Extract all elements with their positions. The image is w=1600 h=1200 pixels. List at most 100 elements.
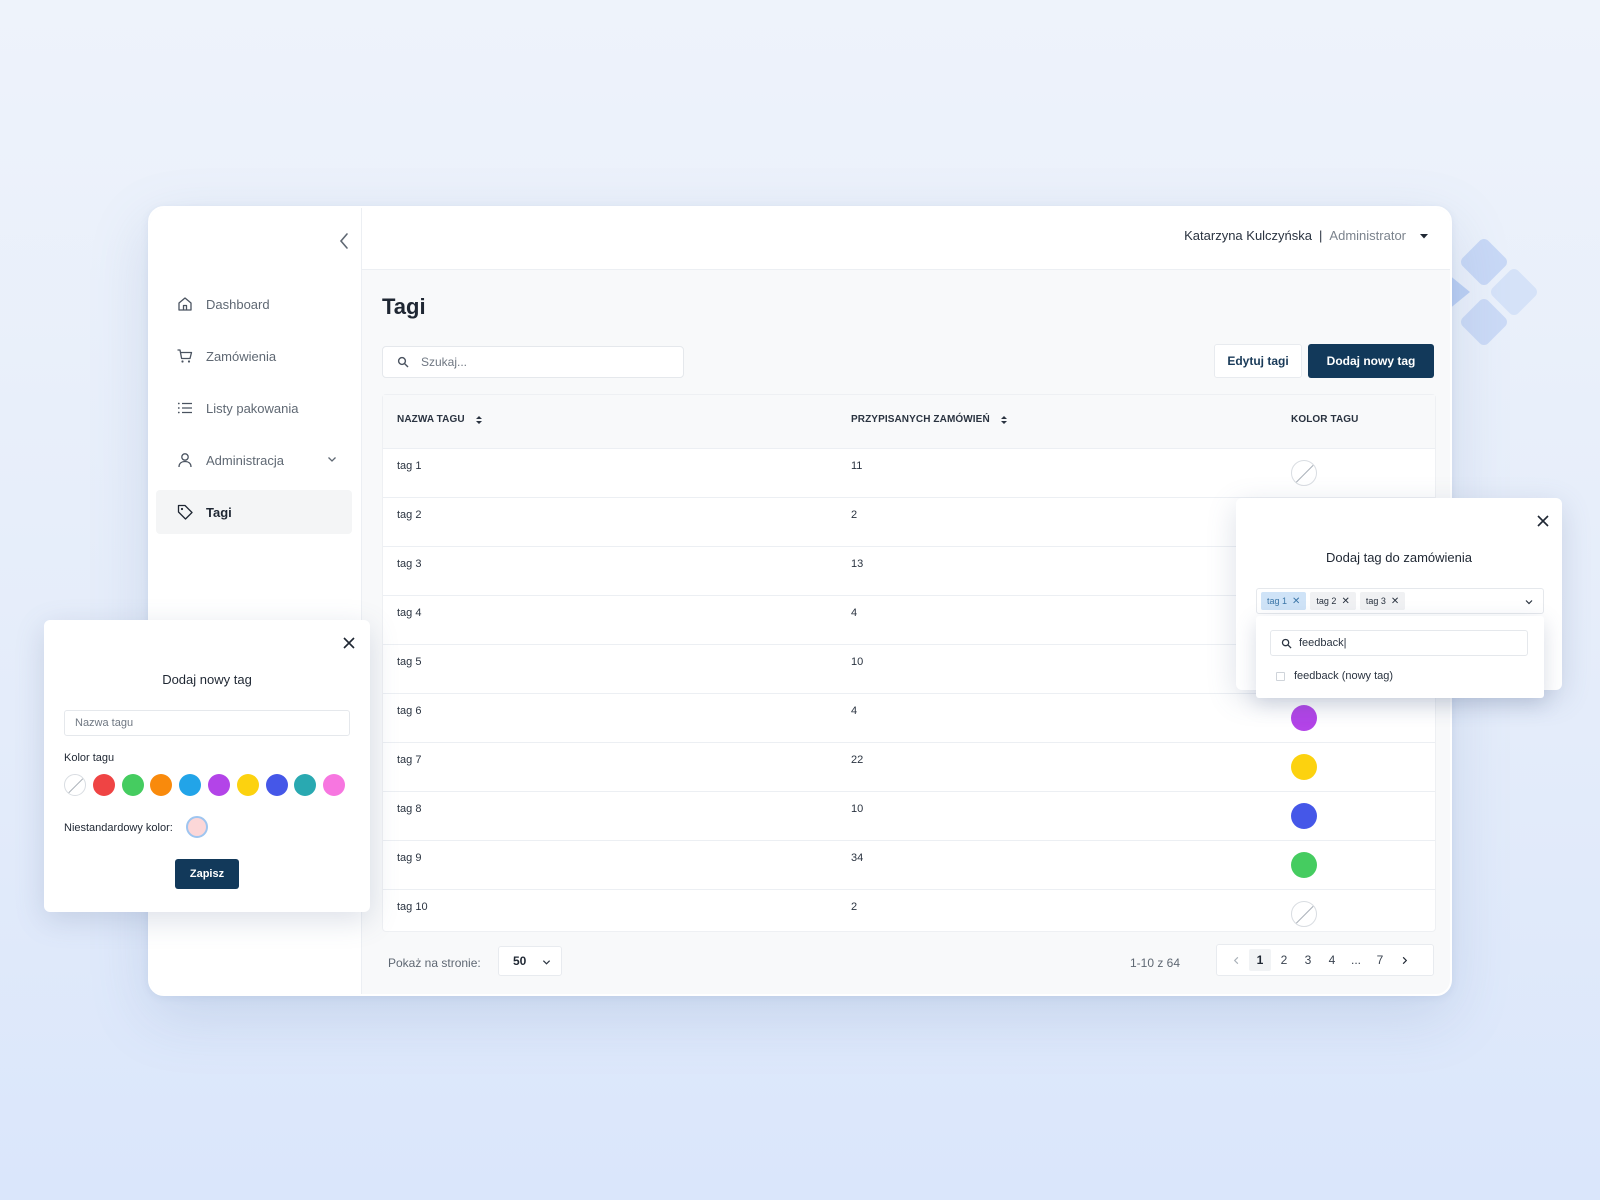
chevron-down-icon[interactable] <box>1525 598 1533 606</box>
next-page-button[interactable] <box>1393 949 1415 971</box>
column-header-orders[interactable]: PRZYPISANYCH ZAMÓWIEŃ <box>851 414 1008 425</box>
orders-count-cell: 2 <box>851 901 858 913</box>
save-button[interactable]: Zapisz <box>175 859 239 889</box>
option-checkbox[interactable] <box>1276 671 1285 681</box>
close-icon[interactable] <box>1536 514 1550 528</box>
color-option[interactable] <box>179 774 202 796</box>
page-button[interactable]: 3 <box>1304 953 1312 967</box>
no-color-swatch <box>1291 901 1317 927</box>
color-option[interactable] <box>294 774 317 796</box>
tag-name-input[interactable] <box>64 710 350 736</box>
tag-dropdown: feedback (nowy tag) <box>1256 616 1544 698</box>
page-button[interactable]: 7 <box>1376 953 1384 967</box>
column-header-name[interactable]: NAZWA TAGU <box>397 414 483 425</box>
tag-name-cell: tag 1 <box>397 460 422 472</box>
sidebar-item-administration[interactable]: Administracja <box>156 438 352 482</box>
edit-tags-button[interactable]: Edytuj tagi <box>1214 344 1302 378</box>
color-option[interactable] <box>265 774 288 796</box>
home-icon <box>178 297 192 311</box>
color-swatch <box>1291 705 1317 731</box>
add-new-tag-button[interactable]: Dodaj nowy tag <box>1308 344 1434 378</box>
page-button[interactable]: 2 <box>1280 953 1288 967</box>
sidebar-item-dashboard[interactable]: Dashboard <box>156 282 352 326</box>
modal-title: Dodaj nowy tag <box>162 672 252 687</box>
new-tag-option[interactable]: feedback (nowy tag) <box>1276 670 1393 682</box>
chevron-down-icon[interactable] <box>326 453 338 465</box>
custom-color-label: Niestandardowy kolor: <box>64 822 173 834</box>
color-option[interactable] <box>207 774 230 796</box>
color-swatch <box>1291 754 1317 780</box>
caret-down-icon[interactable] <box>1418 230 1430 242</box>
remove-chip-icon[interactable]: ✕ <box>1390 595 1400 607</box>
orders-count-cell: 34 <box>851 852 864 864</box>
color-swatch <box>1291 852 1317 878</box>
page-button[interactable]: 4 <box>1328 953 1336 967</box>
color-option[interactable] <box>150 774 173 796</box>
dropdown-search-box[interactable] <box>1270 630 1528 656</box>
pagination: 1 2 3 4... 7 <box>1216 944 1434 976</box>
orders-count-cell: 10 <box>851 803 864 815</box>
column-header-label: PRZYPISANYCH ZAMÓWIEŃ <box>851 414 990 425</box>
table-row[interactable]: tag 1 11 <box>383 449 1435 498</box>
tag-chip[interactable]: tag 1 ✕ <box>1261 592 1307 610</box>
top-bar: Katarzyna Kulczyńska | Administrator <box>362 208 1450 270</box>
tag-name-cell: tag 4 <box>397 607 422 619</box>
sort-icon[interactable] <box>475 415 483 425</box>
search-box[interactable] <box>382 346 684 378</box>
tag-chip[interactable]: tag 2 ✕ <box>1310 592 1356 610</box>
prev-page-button[interactable] <box>1225 949 1247 971</box>
no-color-option[interactable] <box>64 774 86 796</box>
table-row[interactable]: tag 8 10 <box>383 792 1435 841</box>
user-name: Katarzyna Kulczyńska <box>1184 228 1313 243</box>
remove-chip-icon[interactable]: ✕ <box>1292 595 1301 607</box>
table-row[interactable]: tag 7 22 <box>383 743 1435 792</box>
modal-title: Dodaj tag do zamówienia <box>1326 550 1472 565</box>
search-input[interactable] <box>421 355 661 369</box>
orders-count-cell: 11 <box>851 460 863 472</box>
chip-label: tag 3 <box>1365 596 1386 606</box>
tag-chip[interactable]: tag 3 ✕ <box>1359 592 1406 610</box>
orders-count-cell: 2 <box>851 509 858 521</box>
sidebar-item-orders[interactable]: Zamówienia <box>156 334 352 378</box>
chevron-left-icon[interactable] <box>336 230 352 252</box>
color-option[interactable] <box>92 774 115 796</box>
sidebar-nav: Dashboard Zamówienia Listy pakowania Adm… <box>156 282 352 542</box>
table-row[interactable]: tag 6 4 <box>383 694 1435 743</box>
per-page-value: 50 <box>513 954 527 968</box>
dropdown-search-input[interactable] <box>1299 637 1519 649</box>
custom-color-picker[interactable] <box>186 816 208 838</box>
add-new-tag-modal: Dodaj nowy tag Kolor tagu Niestandardowy… <box>44 620 370 912</box>
sidebar-item-label: Listy pakowania <box>206 400 299 416</box>
close-icon[interactable] <box>342 636 356 650</box>
option-label: feedback (nowy tag) <box>1294 670 1394 682</box>
sort-icon[interactable] <box>1000 415 1008 425</box>
column-header-label: KOLOR TAGU <box>1291 414 1359 425</box>
orders-count-cell: 4 <box>851 607 858 619</box>
table-header: NAZWA TAGU PRZYPISANYCH ZAMÓWIEŃ KOLOR T… <box>383 395 1435 449</box>
tag-name-cell: tag 7 <box>397 754 422 766</box>
sidebar-item-packing-lists[interactable]: Listy pakowania <box>156 386 352 430</box>
chevron-left-icon <box>1233 956 1238 964</box>
color-option[interactable] <box>121 774 144 796</box>
tag-name-cell: tag 10 <box>397 901 428 913</box>
user-separator: | <box>1319 228 1323 243</box>
tag-name-cell: tag 6 <box>397 705 422 717</box>
per-page-label: Pokaż na stronie: <box>388 956 481 970</box>
table-row[interactable]: tag 10 2 <box>383 890 1435 939</box>
tag-multiselect[interactable]: tag 1 ✕ tag 2 ✕ tag 3 ✕ <box>1256 588 1544 614</box>
page-title: Tagi <box>382 294 426 319</box>
per-page-select[interactable]: 50 <box>498 946 562 976</box>
page-button[interactable]: 1 <box>1249 949 1271 971</box>
orders-count-cell: 4 <box>851 705 858 717</box>
chevron-down-icon <box>542 960 551 965</box>
color-option[interactable] <box>323 774 346 796</box>
sidebar-item-label: Administracja <box>206 452 285 468</box>
remove-chip-icon[interactable]: ✕ <box>1341 595 1350 607</box>
sidebar-item-tags[interactable]: Tagi <box>156 490 352 534</box>
user-menu[interactable]: Katarzyna Kulczyńska | Administrator <box>1184 228 1430 243</box>
search-icon <box>1281 638 1292 649</box>
table-row[interactable]: tag 9 34 <box>383 841 1435 890</box>
color-option[interactable] <box>236 774 259 796</box>
chevron-right-icon <box>1402 956 1407 964</box>
